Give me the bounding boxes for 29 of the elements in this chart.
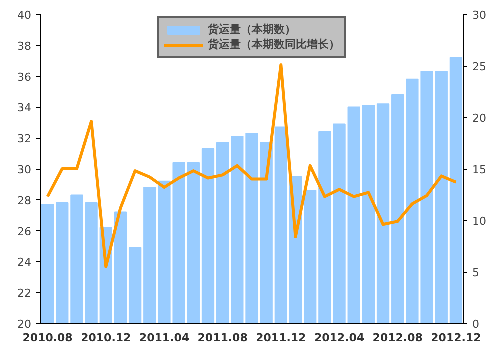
x-tick-label: 2011.12 — [256, 332, 306, 344]
y-tick-label: 20 — [18, 318, 32, 331]
y2-tick-label: 0 — [472, 318, 480, 331]
y2-tick-label: 5 — [472, 266, 480, 280]
x-tick-label: 2012.04 — [314, 332, 365, 344]
y-tick-label: 26 — [18, 225, 32, 238]
legend-label: 货运量（本期数同比增长） — [208, 37, 340, 52]
legend-label: 货运量（本期数） — [208, 22, 296, 37]
y2-tick-label: 30 — [472, 9, 486, 22]
x-tick-label: 2010.12 — [81, 332, 132, 344]
y-tick-label: 40 — [18, 9, 32, 22]
line-series — [46, 63, 458, 268]
y-tick-label: 36 — [18, 70, 32, 84]
x-tick-label: 2011.08 — [198, 332, 248, 344]
y-tick-label: 24 — [18, 256, 32, 270]
x-tick-label: 2012.12 — [431, 332, 482, 344]
x-tick-label: 2012.08 — [372, 332, 423, 344]
y2-tick-label: 10 — [472, 215, 486, 228]
y-tick-label: 34 — [18, 102, 32, 115]
y-tick-label: 32 — [18, 132, 32, 146]
y2-tick-label: 25 — [472, 60, 486, 74]
x-tick-label: 2011.04 — [139, 332, 190, 344]
y2-tick-label: 15 — [472, 164, 486, 176]
x-tick-label: 2010.08 — [22, 332, 73, 344]
y-tick-label: 28 — [18, 194, 32, 208]
y2-tick-label: 20 — [472, 112, 486, 125]
y-tick-label: 30 — [18, 164, 32, 176]
y-tick-label: 22 — [18, 287, 32, 300]
y-tick-label: 38 — [18, 40, 32, 53]
